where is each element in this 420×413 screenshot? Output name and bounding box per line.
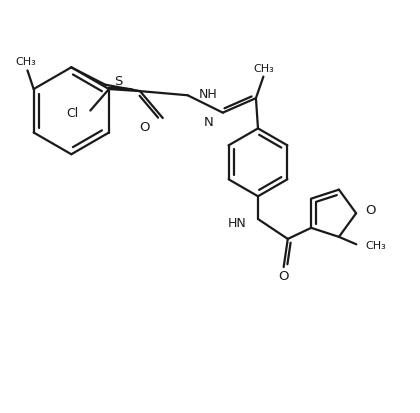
Text: HN: HN [228,216,247,229]
Text: NH: NH [199,88,218,100]
Text: Cl: Cl [66,107,79,120]
Text: O: O [278,269,289,282]
Text: O: O [139,121,150,133]
Text: N: N [204,116,214,129]
Text: S: S [114,75,123,88]
Text: CH₃: CH₃ [15,57,36,67]
Text: CH₃: CH₃ [365,240,386,251]
Text: CH₃: CH₃ [253,63,274,74]
Text: O: O [365,203,376,216]
